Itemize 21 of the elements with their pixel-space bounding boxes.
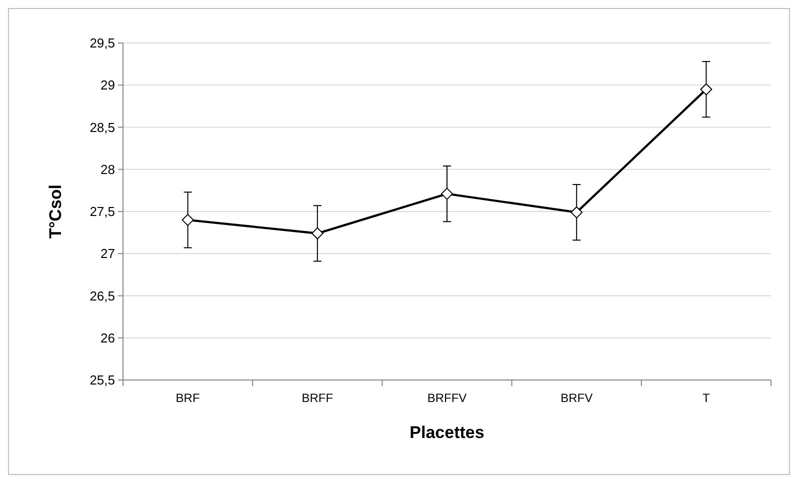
y-tick-label: 29 — [100, 78, 115, 93]
y-tick-label: 27 — [100, 246, 115, 262]
point — [441, 188, 453, 200]
point — [182, 214, 194, 226]
y-axis-title: T°Csol — [46, 184, 65, 239]
y-tick-label: 26,5 — [90, 288, 115, 304]
y-tick-label: 29,5 — [90, 36, 115, 51]
y-tick-label: 26 — [100, 330, 115, 346]
point — [570, 206, 583, 218]
y-tick-label: 28,5 — [90, 120, 115, 135]
x-tick-label: BRFF — [302, 391, 334, 405]
point — [311, 227, 324, 240]
y-tick-label: 27,5 — [90, 204, 115, 220]
y-tick-label: 28 — [100, 162, 115, 177]
x-tick-label: BRFV — [560, 391, 593, 405]
x-tick-label: T — [702, 391, 711, 405]
x-tick-label: BRFFV — [427, 391, 467, 405]
x-tick-label: BRF — [176, 391, 200, 405]
y-tick-label: 25,5 — [90, 372, 115, 388]
x-axis-title: Placettes — [410, 423, 484, 442]
point — [700, 83, 712, 96]
